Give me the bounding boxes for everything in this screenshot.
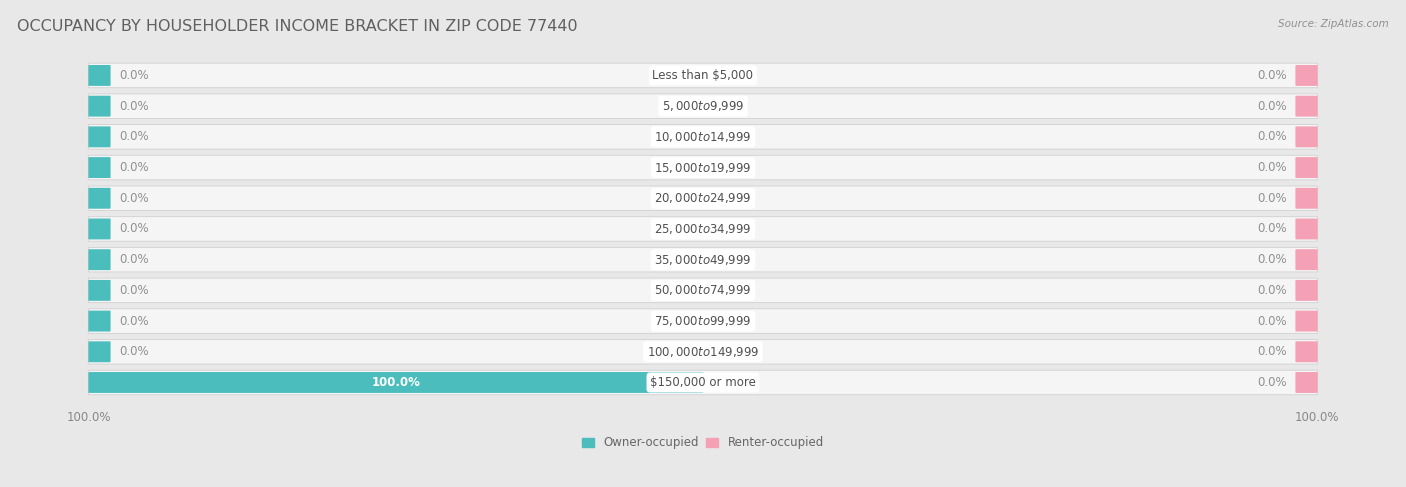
- Text: 0.0%: 0.0%: [120, 192, 149, 205]
- Text: 0.0%: 0.0%: [120, 284, 149, 297]
- FancyBboxPatch shape: [1295, 280, 1317, 301]
- FancyBboxPatch shape: [89, 155, 1317, 180]
- FancyBboxPatch shape: [1295, 127, 1317, 147]
- Text: $15,000 to $19,999: $15,000 to $19,999: [654, 161, 752, 174]
- Text: 0.0%: 0.0%: [1257, 284, 1286, 297]
- Text: 0.0%: 0.0%: [120, 253, 149, 266]
- Text: 0.0%: 0.0%: [1257, 161, 1286, 174]
- Text: 0.0%: 0.0%: [120, 345, 149, 358]
- FancyBboxPatch shape: [89, 278, 1317, 302]
- Text: 0.0%: 0.0%: [1257, 131, 1286, 143]
- FancyBboxPatch shape: [1295, 249, 1317, 270]
- Text: Less than $5,000: Less than $5,000: [652, 69, 754, 82]
- FancyBboxPatch shape: [89, 370, 1317, 395]
- FancyBboxPatch shape: [89, 94, 1317, 118]
- Text: 0.0%: 0.0%: [120, 131, 149, 143]
- FancyBboxPatch shape: [1295, 96, 1317, 116]
- FancyBboxPatch shape: [89, 125, 1317, 149]
- FancyBboxPatch shape: [89, 311, 111, 332]
- FancyBboxPatch shape: [89, 96, 111, 116]
- Text: 100.0%: 100.0%: [371, 376, 420, 389]
- Text: 0.0%: 0.0%: [1257, 100, 1286, 112]
- FancyBboxPatch shape: [89, 339, 1317, 364]
- FancyBboxPatch shape: [89, 186, 1317, 210]
- FancyBboxPatch shape: [89, 188, 111, 209]
- Text: 0.0%: 0.0%: [1257, 376, 1286, 389]
- Text: $5,000 to $9,999: $5,000 to $9,999: [662, 99, 744, 113]
- Text: 0.0%: 0.0%: [120, 69, 149, 82]
- Text: 0.0%: 0.0%: [120, 100, 149, 112]
- Text: 0.0%: 0.0%: [1257, 345, 1286, 358]
- Text: $25,000 to $34,999: $25,000 to $34,999: [654, 222, 752, 236]
- Text: 0.0%: 0.0%: [1257, 253, 1286, 266]
- FancyBboxPatch shape: [1295, 372, 1317, 393]
- FancyBboxPatch shape: [1295, 65, 1317, 86]
- Text: $35,000 to $49,999: $35,000 to $49,999: [654, 253, 752, 267]
- FancyBboxPatch shape: [89, 341, 111, 362]
- Text: 0.0%: 0.0%: [120, 315, 149, 328]
- Text: $10,000 to $14,999: $10,000 to $14,999: [654, 130, 752, 144]
- FancyBboxPatch shape: [89, 65, 111, 86]
- Text: Source: ZipAtlas.com: Source: ZipAtlas.com: [1278, 19, 1389, 30]
- FancyBboxPatch shape: [89, 219, 111, 240]
- FancyBboxPatch shape: [89, 127, 111, 147]
- Text: 0.0%: 0.0%: [1257, 192, 1286, 205]
- FancyBboxPatch shape: [89, 63, 1317, 88]
- FancyBboxPatch shape: [1295, 188, 1317, 209]
- Text: $20,000 to $24,999: $20,000 to $24,999: [654, 191, 752, 205]
- FancyBboxPatch shape: [89, 280, 111, 301]
- Text: $100,000 to $149,999: $100,000 to $149,999: [647, 345, 759, 359]
- FancyBboxPatch shape: [1295, 157, 1317, 178]
- Text: 0.0%: 0.0%: [1257, 223, 1286, 236]
- Text: $75,000 to $99,999: $75,000 to $99,999: [654, 314, 752, 328]
- FancyBboxPatch shape: [89, 157, 111, 178]
- FancyBboxPatch shape: [1295, 311, 1317, 332]
- Text: 0.0%: 0.0%: [1257, 69, 1286, 82]
- Text: 0.0%: 0.0%: [120, 161, 149, 174]
- Legend: Owner-occupied, Renter-occupied: Owner-occupied, Renter-occupied: [578, 431, 828, 454]
- FancyBboxPatch shape: [89, 249, 111, 270]
- FancyBboxPatch shape: [89, 247, 1317, 272]
- Text: $50,000 to $74,999: $50,000 to $74,999: [654, 283, 752, 298]
- Text: $150,000 or more: $150,000 or more: [650, 376, 756, 389]
- Text: 0.0%: 0.0%: [1257, 315, 1286, 328]
- Text: 0.0%: 0.0%: [120, 223, 149, 236]
- FancyBboxPatch shape: [89, 217, 1317, 241]
- FancyBboxPatch shape: [89, 372, 703, 393]
- Text: OCCUPANCY BY HOUSEHOLDER INCOME BRACKET IN ZIP CODE 77440: OCCUPANCY BY HOUSEHOLDER INCOME BRACKET …: [17, 19, 578, 35]
- FancyBboxPatch shape: [1295, 341, 1317, 362]
- FancyBboxPatch shape: [1295, 219, 1317, 240]
- FancyBboxPatch shape: [89, 309, 1317, 334]
